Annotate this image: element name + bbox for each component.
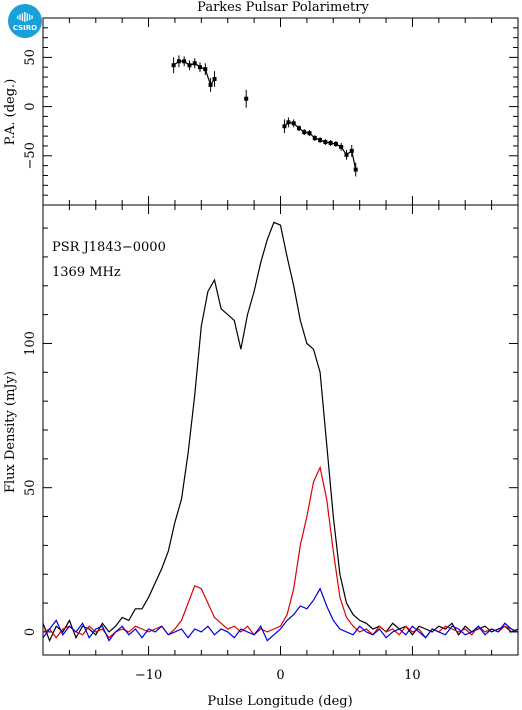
x-tick-label: 10: [404, 668, 421, 683]
pa-point: [212, 77, 217, 82]
pa-y-tick-label: 0: [23, 102, 38, 110]
flux-y-axis-label: Flux Density (mJy): [3, 371, 18, 493]
total-intensity-line: [42, 221, 519, 643]
pulsar-name-annotation: PSR J1843−0000: [52, 240, 166, 255]
logo-bar: [21, 13, 24, 21]
logo-bar: [31, 15, 33, 19]
pa-y-tick-label: 50: [23, 49, 38, 66]
frequency-annotation: 1369 MHz: [52, 265, 121, 280]
flux-y-tick-label: 100: [23, 331, 38, 356]
x-tick-label: 0: [276, 668, 284, 683]
logo-bar: [26, 13, 28, 21]
logo-bar: [24, 12, 26, 22]
flux-y-tick-label: 50: [23, 479, 38, 496]
pa-y-axis-label: P.A. (deg.): [3, 79, 18, 146]
logo-text: CSIRO: [13, 24, 37, 32]
linear-polarization-line: [42, 465, 519, 639]
x-tick-label: −10: [135, 668, 162, 683]
pa-connector: [204, 68, 212, 86]
logo-bar: [29, 14, 31, 20]
pa-panel-frame: [42, 17, 519, 206]
logo-bar: [19, 14, 21, 20]
x-axis-label: Pulse Longitude (deg): [207, 694, 352, 709]
pa-point: [353, 167, 358, 172]
pa-connector: [351, 150, 357, 170]
flux-y-tick-label: 0: [23, 628, 38, 636]
pa-point: [192, 61, 197, 66]
circular-polarization-line: [42, 587, 519, 642]
pa-y-tick-label: −50: [23, 142, 38, 169]
chart-title: Parkes Pulsar Polarimetry: [197, 0, 369, 15]
pa-point: [244, 96, 249, 101]
logo-bar: [17, 15, 19, 19]
